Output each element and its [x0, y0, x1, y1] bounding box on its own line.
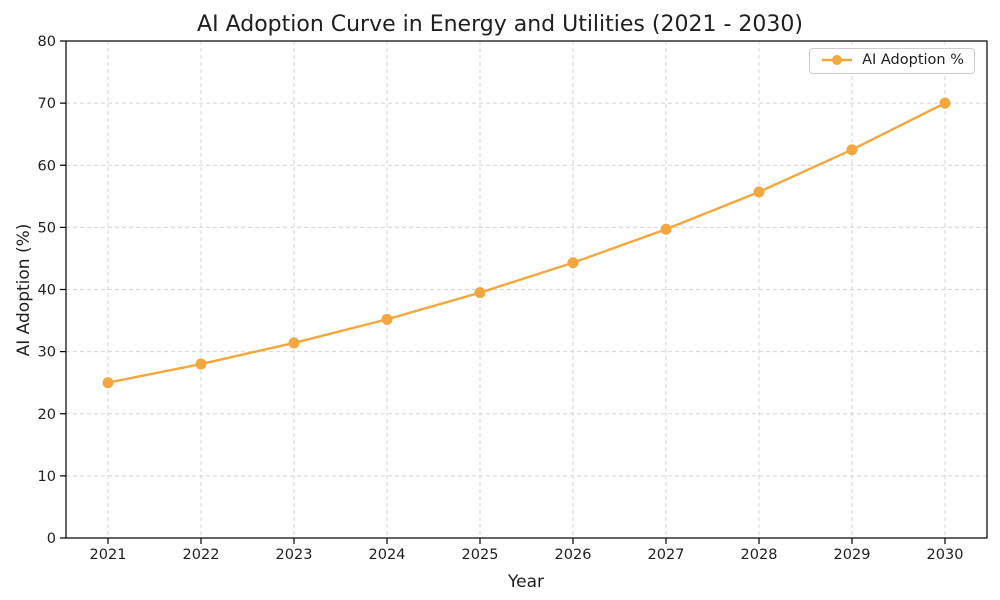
svg-text:30: 30	[38, 345, 56, 361]
plot-area: 2021 2022 2023 2024 2025 2026 2027 2028 2029 2030…	[38, 34, 988, 563]
svg-text:2029: 2029	[834, 547, 871, 563]
svg-text:2023: 2023	[276, 547, 313, 563]
svg-text:2026: 2026	[555, 547, 592, 563]
svg-text:2025: 2025	[462, 547, 499, 563]
svg-text:2028: 2028	[741, 547, 778, 563]
y-axis-label: AI Adoption (%)	[14, 224, 34, 357]
svg-text:2030: 2030	[927, 547, 964, 563]
svg-text:2027: 2027	[648, 547, 685, 563]
legend-label: AI Adoption %	[862, 52, 964, 68]
svg-text:10: 10	[38, 469, 56, 485]
chart-title: AI Adoption Curve in Energy and Utilitie…	[197, 12, 803, 37]
x-axis-label: Year	[507, 572, 544, 592]
legend: AI Adoption %	[809, 48, 975, 74]
svg-text:50: 50	[38, 220, 56, 236]
svg-text:40: 40	[38, 283, 56, 299]
svg-text:80: 80	[38, 34, 56, 50]
svg-text:2021: 2021	[90, 547, 127, 563]
svg-text:60: 60	[38, 158, 56, 174]
svg-text:2022: 2022	[183, 547, 220, 563]
svg-text:2024: 2024	[369, 547, 406, 563]
svg-text:70: 70	[38, 96, 56, 112]
svg-text:0: 0	[47, 531, 56, 547]
legend-line-marker-icon	[822, 55, 853, 66]
svg-text:20: 20	[38, 407, 56, 423]
